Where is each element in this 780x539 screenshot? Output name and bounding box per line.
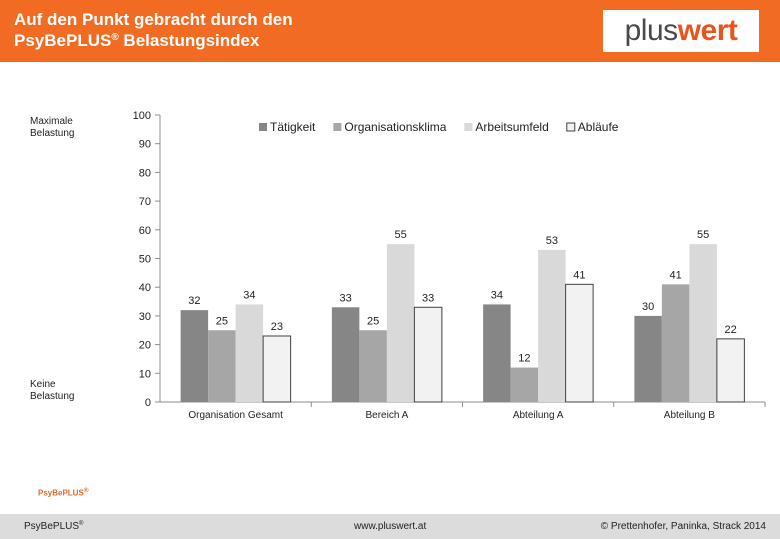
small-logo-text: PsyBePLUS (38, 488, 84, 498)
bar (716, 338, 745, 403)
title-suffix: Belastungsindex (118, 31, 260, 50)
bar (262, 335, 292, 403)
data-label: 34 (243, 289, 255, 301)
logo-part-wert: wert (677, 14, 738, 47)
bar (359, 330, 387, 402)
footer-brand: PsyBePLUS® (24, 521, 83, 532)
bar (483, 304, 511, 402)
title-brand: PsyBePLUS (14, 31, 112, 50)
footer-copyright: © Prettenhofer, Paninka, Strack 2014 (600, 521, 766, 532)
bar (689, 244, 717, 402)
data-label: 41 (573, 269, 585, 281)
no-load-line-2: Belastung (30, 391, 75, 402)
data-label: 55 (395, 229, 407, 241)
bar (413, 306, 443, 403)
footer-bar: PsyBePLUS® www.pluswert.at © Prettenhofe… (0, 514, 780, 539)
y-tick-label: 30 (139, 311, 151, 323)
footer-brand-reg: ® (79, 521, 84, 527)
data-label: 33 (422, 292, 434, 304)
bar (208, 330, 236, 402)
small-logo-reg: ® (83, 487, 89, 494)
title-line-1: Auf den Punkt gebracht durch den (14, 10, 293, 29)
category-label: Abteilung B (664, 410, 715, 421)
legend-swatch (464, 123, 473, 131)
max-load-label: Maximale Belastung (30, 116, 74, 140)
legend-swatch (333, 123, 342, 131)
data-label: 25 (367, 315, 379, 327)
data-label: 25 (216, 315, 228, 327)
y-tick-label: 70 (139, 196, 151, 208)
bar (386, 244, 415, 402)
title-line-2: PsyBePLUS® Belastungsindex (14, 30, 574, 51)
data-label: 33 (340, 292, 352, 304)
bar (565, 283, 594, 403)
data-label: 23 (271, 321, 283, 333)
category-label: Bereich A (365, 410, 408, 421)
y-tick-label: 0 (145, 397, 151, 409)
legend-swatch (259, 123, 267, 131)
bar (538, 249, 566, 402)
data-label: 30 (642, 301, 654, 313)
data-label: 22 (725, 324, 737, 336)
legend-label: Organisationsklima (344, 120, 446, 134)
y-tick-label: 20 (139, 340, 151, 352)
bar (510, 367, 539, 402)
legend-label: Tätigkeit (270, 120, 316, 134)
bar (235, 304, 264, 402)
registered-mark: ® (111, 32, 119, 43)
bar (634, 315, 662, 402)
legend-swatch (566, 122, 576, 132)
legend-label: Arbeitsumfeld (475, 120, 548, 134)
psybeplus-small-logo: PsyBePLUS® (38, 487, 89, 498)
bar (661, 284, 690, 402)
y-tick-label: 100 (133, 110, 151, 122)
logo-part-plus: plus (624, 14, 679, 47)
category-label: Abteilung A (513, 410, 564, 421)
header-bar: Auf den Punkt gebracht durch den PsyBePL… (0, 0, 780, 62)
y-tick-label: 80 (139, 167, 151, 179)
no-load-label: Keine Belastung (30, 379, 74, 403)
data-label: 53 (546, 235, 558, 247)
bar (180, 310, 209, 402)
no-load-line-1: Keine (30, 379, 56, 390)
data-label: 12 (518, 353, 530, 365)
pluswert-logo: pluswert (603, 10, 759, 52)
data-label: 34 (491, 289, 503, 301)
y-tick-label: 50 (139, 254, 151, 266)
page-title: Auf den Punkt gebracht durch den PsyBePL… (14, 9, 574, 51)
y-tick-label: 90 (139, 139, 151, 151)
data-label: 55 (697, 229, 709, 241)
data-label: 32 (188, 295, 200, 307)
y-tick-label: 40 (139, 282, 151, 294)
bar (331, 307, 360, 402)
footer-website-link[interactable]: www.pluswert.at (354, 521, 427, 532)
y-tick-label: 10 (139, 368, 151, 380)
footer-brand-text: PsyBePLUS (24, 521, 80, 532)
category-label: Organisation Gesamt (188, 410, 283, 421)
data-label: 41 (670, 269, 682, 281)
max-load-line-2: Belastung (30, 128, 75, 139)
max-load-line-1: Maximale (30, 116, 73, 127)
legend-label: Abläufe (578, 120, 619, 134)
y-tick-label: 60 (139, 225, 151, 237)
